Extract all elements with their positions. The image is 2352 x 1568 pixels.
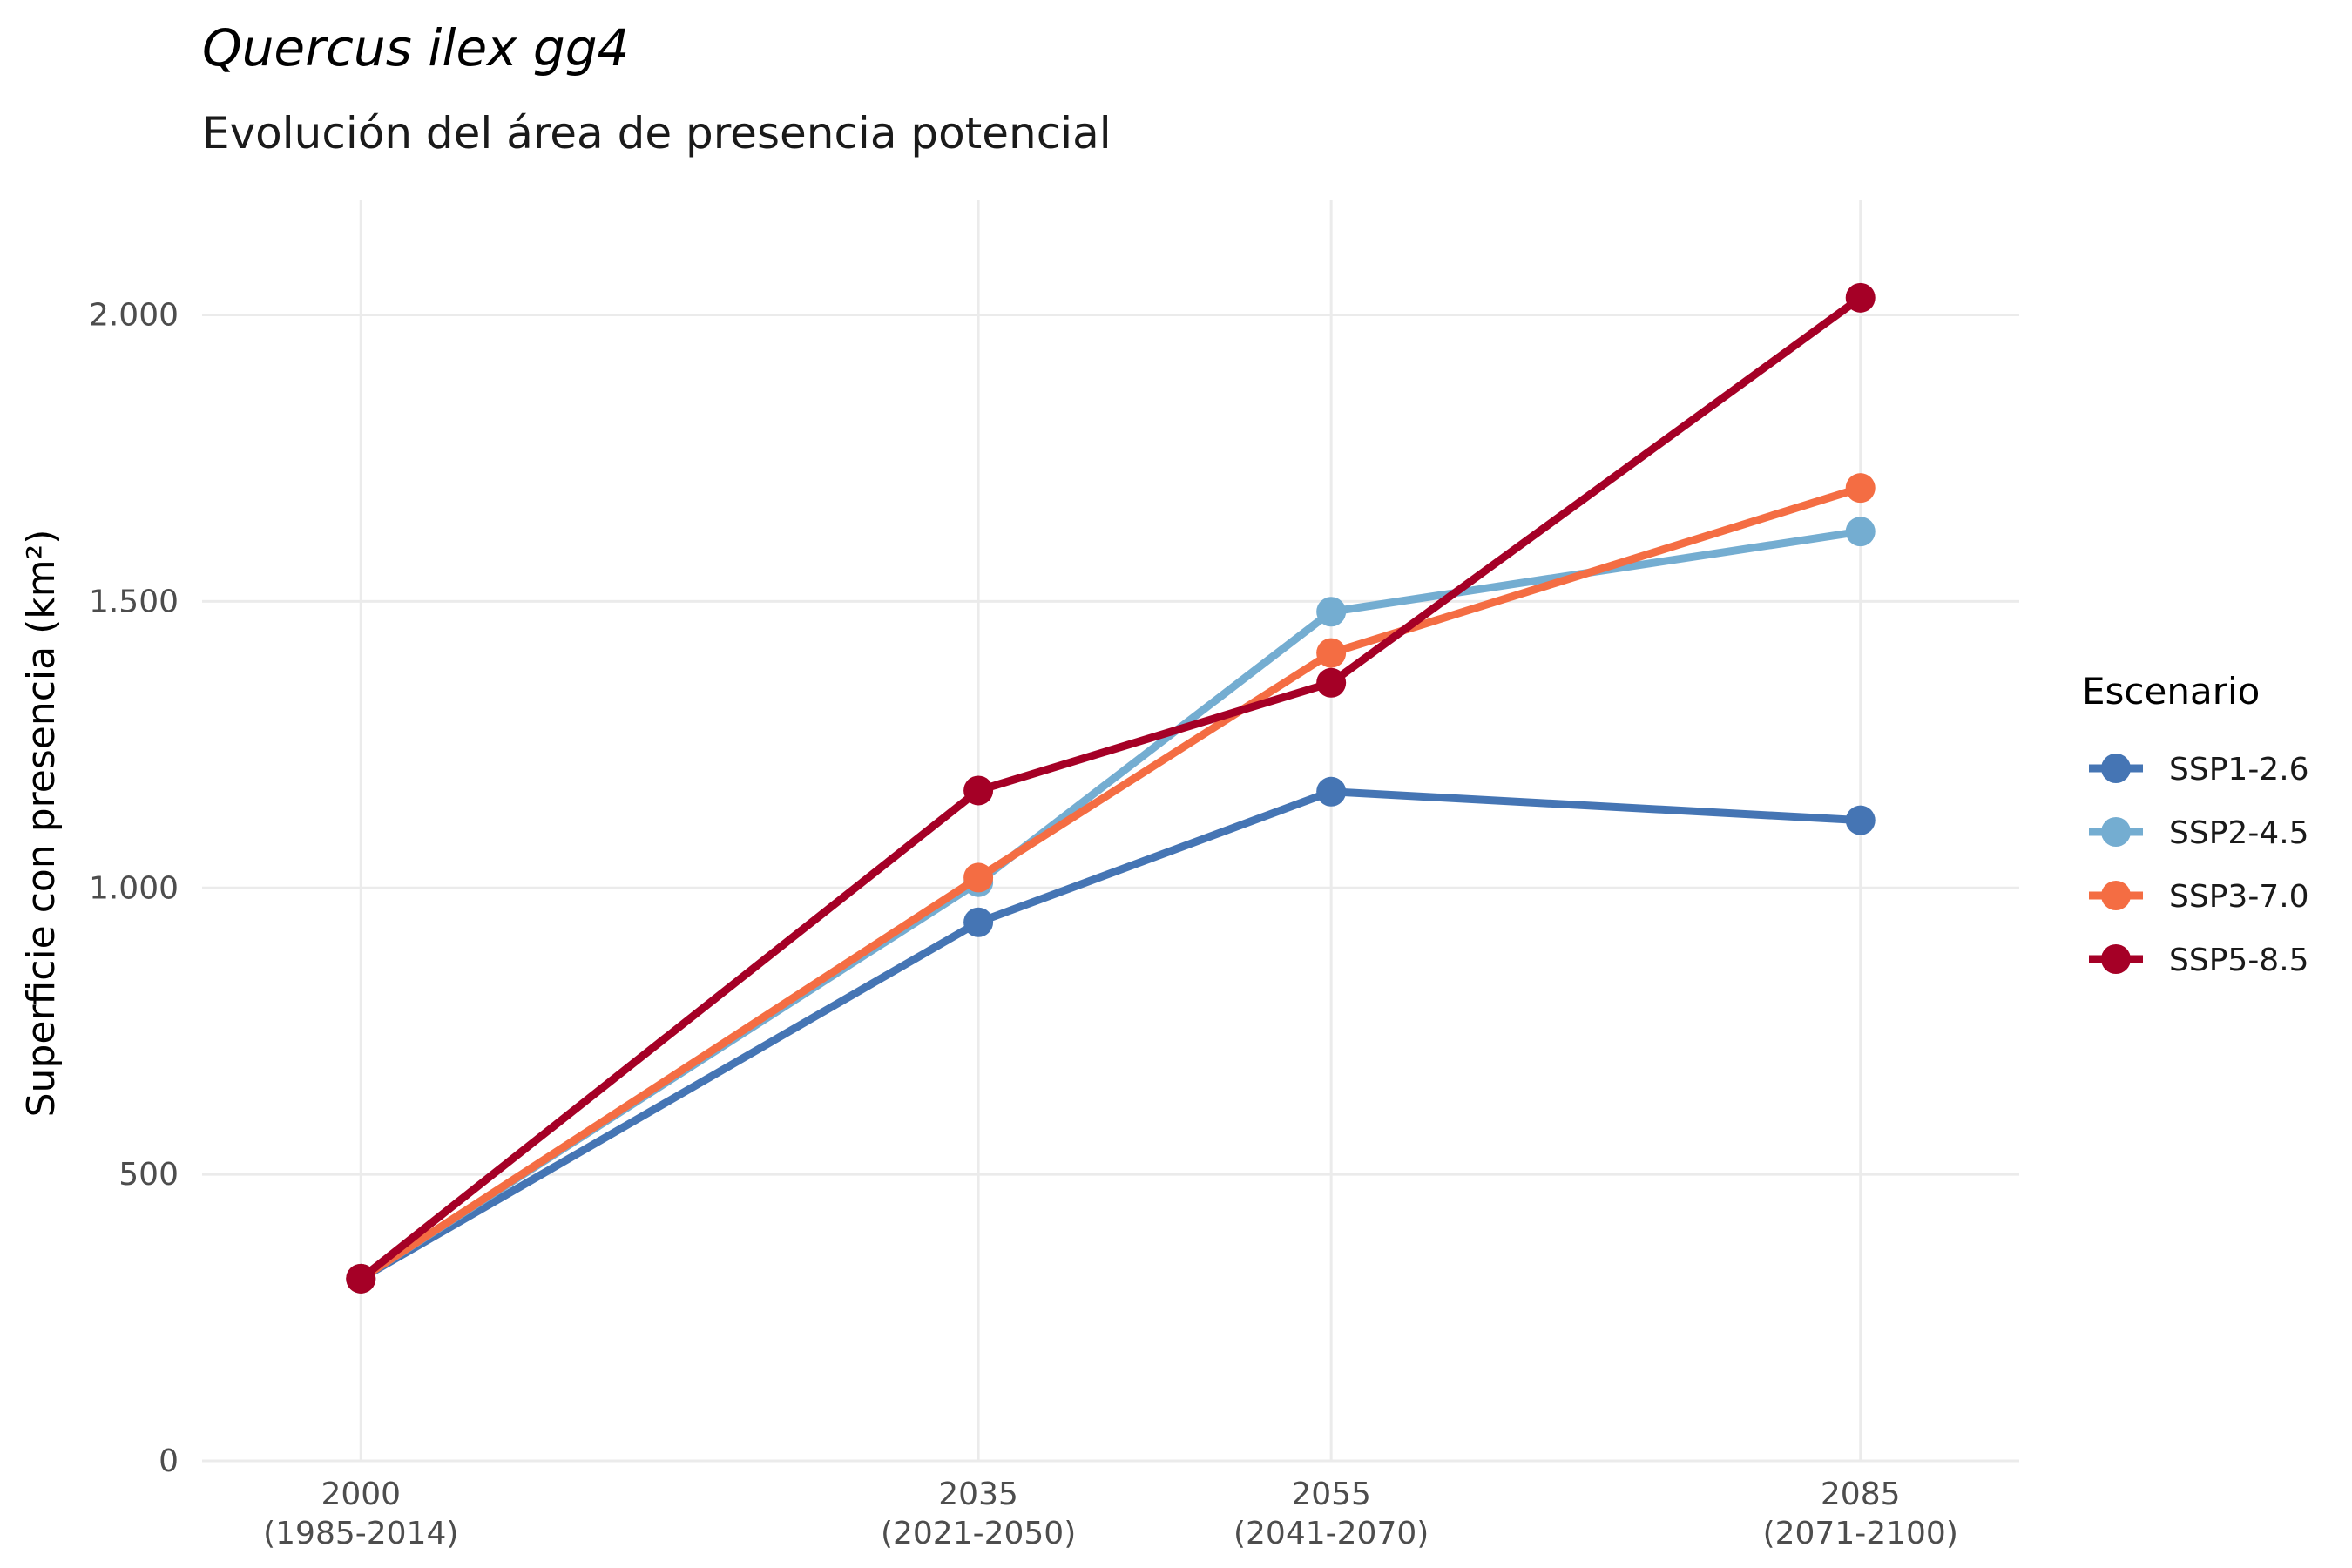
x-tick-period: (2071-2100) xyxy=(1763,1516,1958,1551)
data-point xyxy=(963,862,994,893)
y-tick-label: 1.500 xyxy=(89,584,179,619)
legend: Escenario SSP1-2.6 SSP2-4.5 SSP3-7.0 SSP5-8… xyxy=(2082,670,2309,978)
legend-marker xyxy=(2101,754,2131,783)
x-tick-year: 2035 xyxy=(938,1477,1018,1512)
grid-layer xyxy=(202,200,2019,1463)
y-tick-label: 1.000 xyxy=(89,870,179,906)
series-SSP5-8.5 xyxy=(346,282,1876,1294)
x-tick-year: 2085 xyxy=(1821,1477,1901,1512)
x-tick-period: (2021-2050) xyxy=(881,1516,1076,1551)
x-tick-period: (1985-2014) xyxy=(263,1516,458,1551)
data-point xyxy=(1316,667,1347,698)
series-SSP3-7.0 xyxy=(346,473,1876,1294)
data-point xyxy=(963,907,994,937)
legend-marker xyxy=(2101,817,2131,847)
y-axis-label: Superficie con presencia (km²) xyxy=(19,530,64,1118)
data-point xyxy=(1845,805,1876,835)
legend-item: SSP1-2.6 xyxy=(2089,752,2309,787)
data-point xyxy=(1845,517,1876,547)
data-point xyxy=(963,775,994,806)
legend-title: Escenario xyxy=(2082,670,2260,713)
data-point xyxy=(1316,638,1347,668)
series-line xyxy=(356,483,1865,1283)
x-tick-label: 2055 (2041-2070) xyxy=(1233,1477,1429,1551)
data-point xyxy=(1845,473,1876,504)
legend-item: SSP5-8.5 xyxy=(2089,943,2309,978)
x-tick-label: 2085 (2071-2100) xyxy=(1763,1477,1958,1551)
series-SSP1-2.6 xyxy=(346,776,1876,1294)
series-line xyxy=(356,787,1865,1283)
data-point xyxy=(1316,776,1347,807)
y-tick-label: 2.000 xyxy=(89,298,179,334)
legend-marker xyxy=(2101,944,2131,974)
y-tick-label: 500 xyxy=(118,1157,179,1193)
axis-layer: 0 500 1.000 1.500 2.000 2000 (1985-2014) 2035 (2… xyxy=(89,298,1958,1551)
data-point xyxy=(1845,282,1876,313)
legend-label: SSP5-8.5 xyxy=(2169,943,2309,978)
data-point xyxy=(346,1263,376,1294)
legend-label: SSP1-2.6 xyxy=(2169,752,2309,787)
chart-subtitle: Evolución del área de presencia potencia… xyxy=(202,108,1112,159)
x-tick-period: (2041-2070) xyxy=(1233,1516,1429,1551)
series-line xyxy=(356,294,1865,1283)
data-point xyxy=(1316,597,1347,627)
y-tick-label: 0 xyxy=(159,1443,179,1479)
x-tick-label: 2000 (1985-2014) xyxy=(263,1477,458,1551)
x-tick-label: 2035 (2021-2050) xyxy=(881,1477,1076,1551)
legend-marker xyxy=(2101,881,2131,910)
legend-label: SSP3-7.0 xyxy=(2169,879,2309,915)
chart-title: Quercus ilex gg4 xyxy=(202,18,629,78)
legend-item: SSP3-7.0 xyxy=(2089,879,2309,915)
series-line xyxy=(356,527,1865,1283)
legend-item: SSP2-4.5 xyxy=(2089,815,2309,851)
series-SSP2-4.5 xyxy=(346,517,1876,1294)
legend-label: SSP2-4.5 xyxy=(2169,815,2309,851)
series-layer xyxy=(346,282,1876,1294)
x-tick-year: 2055 xyxy=(1291,1477,1371,1512)
x-tick-year: 2000 xyxy=(321,1477,401,1512)
